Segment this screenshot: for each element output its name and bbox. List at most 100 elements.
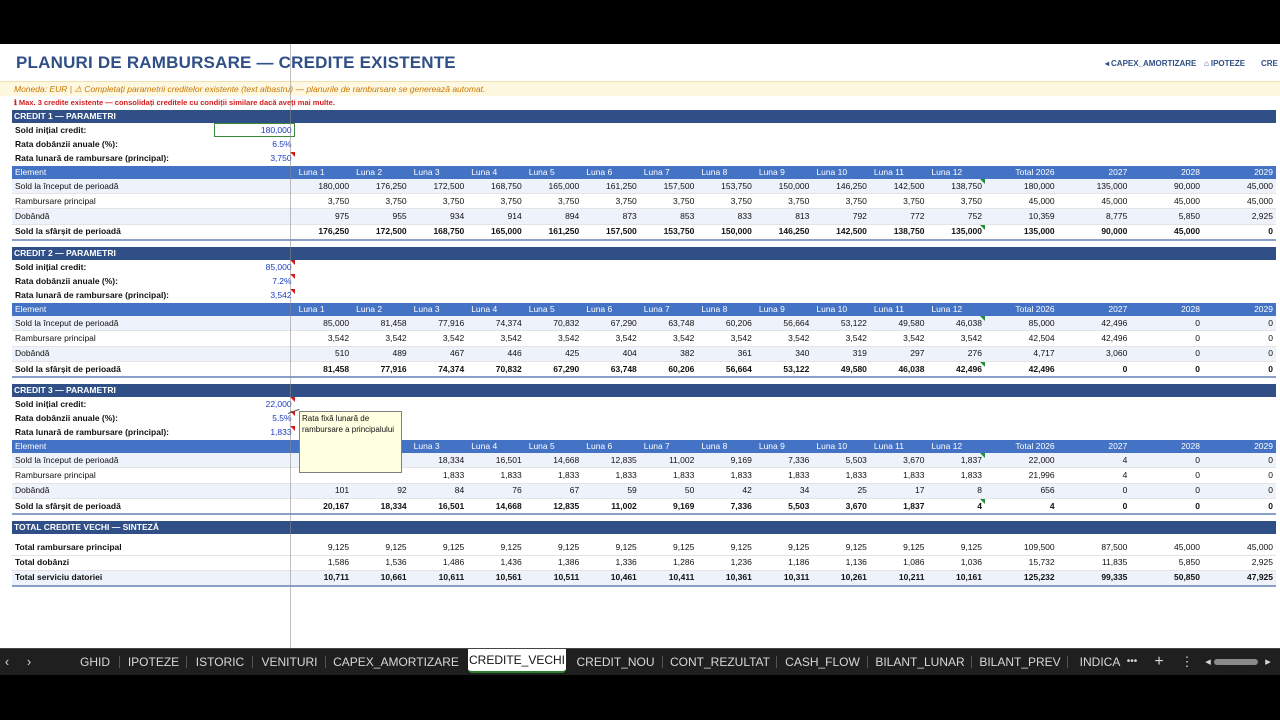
tab-ghid[interactable]: GHID	[70, 649, 120, 675]
value-cell[interactable]: 90,000	[1057, 223, 1131, 242]
tab-next-icon[interactable]: ›	[26, 654, 32, 669]
value-cell[interactable]: 46,038	[869, 360, 928, 379]
value-cell[interactable]: 3,542	[294, 330, 353, 347]
value-cell[interactable]: 340	[754, 346, 813, 362]
value-cell[interactable]: 4	[1057, 467, 1131, 484]
value-cell[interactable]: 70,832	[467, 360, 525, 379]
param-label[interactable]: Sold inițial credit:	[15, 398, 87, 409]
column-header[interactable]: Luna 4	[467, 440, 525, 454]
value-cell[interactable]: 975	[294, 208, 353, 225]
value-cell[interactable]: 142,500	[869, 178, 928, 195]
value-cell[interactable]: 56,664	[697, 360, 755, 379]
column-header[interactable]: Luna 7	[639, 302, 698, 316]
tab-prev-icon[interactable]: ‹	[4, 654, 10, 669]
param-label[interactable]: Rata lunară de rambursare (principal):	[15, 427, 169, 438]
value-cell[interactable]: 157,500	[582, 223, 640, 242]
value-cell[interactable]: 1,186	[754, 555, 813, 571]
value-cell[interactable]: 0	[1057, 483, 1131, 499]
value-cell[interactable]: 85,000	[984, 315, 1058, 332]
value-cell[interactable]: 168,750	[467, 178, 525, 195]
value-cell[interactable]: 138,750	[927, 178, 985, 195]
value-cell[interactable]: 0	[1202, 223, 1276, 242]
value-cell[interactable]: 135,000	[1057, 178, 1131, 195]
value-cell[interactable]: 49,580	[869, 315, 928, 332]
value-cell[interactable]: 50,850	[1130, 569, 1203, 588]
value-cell[interactable]: 63,748	[639, 315, 698, 332]
value-cell[interactable]: 2,925	[1202, 555, 1276, 571]
value-cell[interactable]: 0	[1130, 315, 1203, 332]
value-cell[interactable]: 813	[754, 208, 813, 225]
value-cell[interactable]: 3,542	[812, 330, 870, 347]
section-title[interactable]: CREDIT 2 — PARAMETRI	[12, 247, 1276, 261]
value-cell[interactable]: 9,125	[582, 540, 640, 556]
value-cell[interactable]: 42,496	[1057, 315, 1131, 332]
value-cell[interactable]: 10,311	[754, 569, 813, 588]
tab-capex-amortizare[interactable]: CAPEX_AMORTIZARE	[333, 655, 459, 669]
value-cell[interactable]: 446	[467, 346, 525, 362]
column-header[interactable]: Luna 6	[582, 440, 640, 454]
value-cell[interactable]: 955	[352, 208, 410, 225]
param-input[interactable]: 22,000	[214, 397, 295, 411]
value-cell[interactable]: 1,386	[524, 555, 583, 571]
row-label[interactable]: Rambursare principal	[12, 330, 295, 347]
value-cell[interactable]: 67	[524, 483, 583, 499]
value-cell[interactable]: 792	[812, 208, 870, 225]
add-sheet-icon[interactable]: +	[1154, 653, 1164, 670]
value-cell[interactable]: 3,670	[869, 453, 928, 469]
value-cell[interactable]: 60,206	[639, 360, 698, 379]
row-label[interactable]: Sold la sfârșit de perioadă	[12, 497, 295, 516]
value-cell[interactable]: 17	[869, 483, 928, 499]
tab-venituri[interactable]: VENITURI	[253, 649, 326, 675]
param-input[interactable]: 3,750	[214, 151, 295, 166]
value-cell[interactable]: 5,503	[754, 497, 813, 516]
spacer[interactable]	[12, 377, 1276, 384]
value-cell[interactable]: 0	[1202, 467, 1276, 484]
value-cell[interactable]: 467	[409, 346, 468, 362]
column-header[interactable]: Element	[12, 440, 295, 454]
value-cell[interactable]: 11,835	[1057, 555, 1131, 571]
column-header[interactable]: Luna 9	[754, 440, 813, 454]
value-cell[interactable]: 3,750	[754, 193, 813, 210]
tab-credite-vechi[interactable]: CREDITE_VECHI	[468, 649, 566, 673]
value-cell[interactable]: 8	[927, 483, 985, 499]
value-cell[interactable]: 1,833	[409, 467, 468, 484]
value-cell[interactable]: 9,125	[639, 540, 698, 556]
column-header[interactable]: Luna 2	[352, 302, 410, 316]
value-cell[interactable]: 18,334	[409, 453, 468, 469]
value-cell[interactable]: 3,542	[639, 330, 698, 347]
value-cell[interactable]: 319	[812, 346, 870, 362]
value-cell[interactable]: 656	[984, 483, 1058, 499]
value-cell[interactable]: 0	[1202, 360, 1276, 379]
value-cell[interactable]: 50	[639, 483, 698, 499]
value-cell[interactable]: 0	[1130, 467, 1203, 484]
row-label[interactable]: Sold la sfârșit de perioadă	[12, 360, 295, 379]
param-input[interactable]: 85,000	[214, 260, 295, 274]
value-cell[interactable]: 3,750	[927, 193, 985, 210]
param-label[interactable]: Rata dobânzii anuale (%):	[15, 413, 118, 424]
column-header[interactable]: Luna 10	[812, 165, 870, 179]
value-cell[interactable]: 63,748	[582, 360, 640, 379]
value-cell[interactable]: 42	[697, 483, 755, 499]
value-cell[interactable]: 1,833	[869, 467, 928, 484]
tab-istoric[interactable]: ISTORIC	[187, 649, 253, 675]
value-cell[interactable]: 16,501	[409, 497, 468, 516]
value-cell[interactable]: 1,036	[927, 555, 985, 571]
row-label[interactable]: Dobândă	[12, 483, 295, 499]
value-cell[interactable]: 3,542	[927, 330, 985, 347]
value-cell[interactable]: 9,125	[697, 540, 755, 556]
value-cell[interactable]: 404	[582, 346, 640, 362]
value-cell[interactable]: 172,500	[409, 178, 468, 195]
empty-cell[interactable]	[295, 289, 1276, 303]
value-cell[interactable]: 10,611	[409, 569, 468, 588]
tab-bilant-prev[interactable]: BILANT_PREV	[972, 649, 1068, 675]
column-header[interactable]: Luna 11	[869, 302, 928, 316]
value-cell[interactable]: 45,000	[1130, 193, 1203, 210]
value-cell[interactable]: 9,125	[524, 540, 583, 556]
value-cell[interactable]: 772	[869, 208, 928, 225]
value-cell[interactable]: 9,125	[754, 540, 813, 556]
column-header[interactable]: Luna 6	[582, 165, 640, 179]
value-cell[interactable]: 9,169	[697, 453, 755, 469]
value-cell[interactable]: 5,850	[1130, 208, 1203, 225]
column-header[interactable]: Element	[12, 165, 295, 179]
value-cell[interactable]: 4,717	[984, 346, 1058, 362]
